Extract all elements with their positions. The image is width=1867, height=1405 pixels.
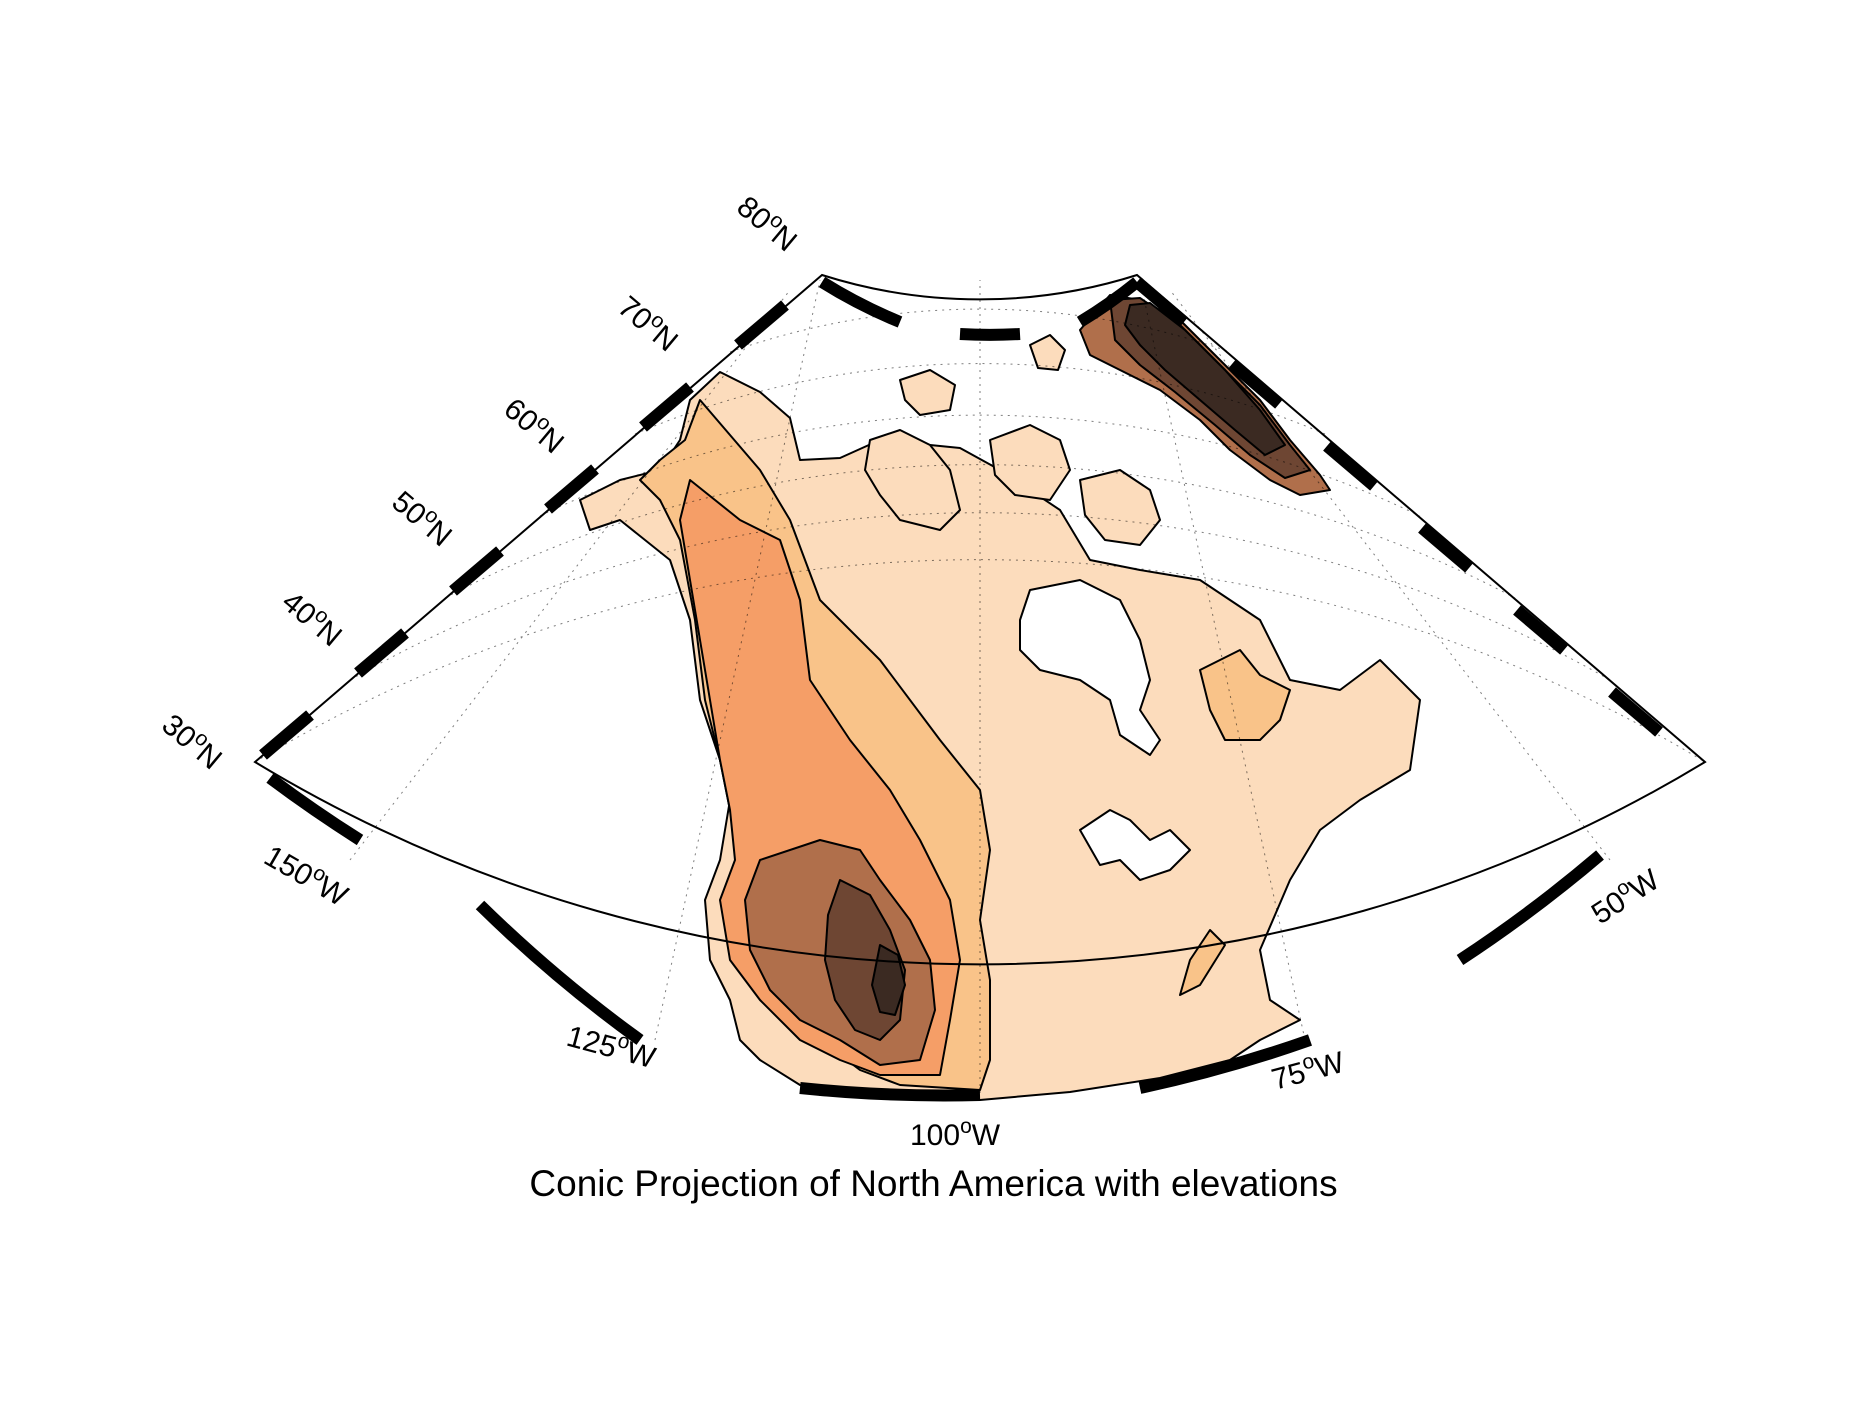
lon-label-100: 100oW [910,1115,1001,1152]
lon-label-50: 50oW [1584,860,1666,931]
appalachian-ridge [1179,929,1226,996]
labrador-plateau [1199,649,1291,741]
arctic-island-2 [989,424,1071,501]
hudson-bay [1019,579,1161,756]
lat-label-80: 80oN [731,187,806,258]
lat-label-60: 60oN [498,389,573,460]
lat-label-30: 30oN [156,705,231,776]
map-title: Conic Projection of North America with e… [529,1163,1338,1204]
great-lakes [1079,809,1191,881]
arctic-island-1 [864,429,961,531]
lat-label-70: 70oN [612,287,687,358]
arctic-island-4 [899,369,956,416]
lat-label-40: 40oN [276,582,351,653]
map-frame [253,273,1707,1102]
frame-outer [253,273,1707,966]
elevation-layer [579,294,1421,1101]
lat-label-50: 50oN [386,482,461,553]
arctic-island-3 [1079,469,1161,546]
graticule [254,279,1706,1093]
lon-label-150: 150oW [259,836,356,913]
arctic-island-5 [1029,334,1066,371]
greenland-summit [1124,302,1286,456]
